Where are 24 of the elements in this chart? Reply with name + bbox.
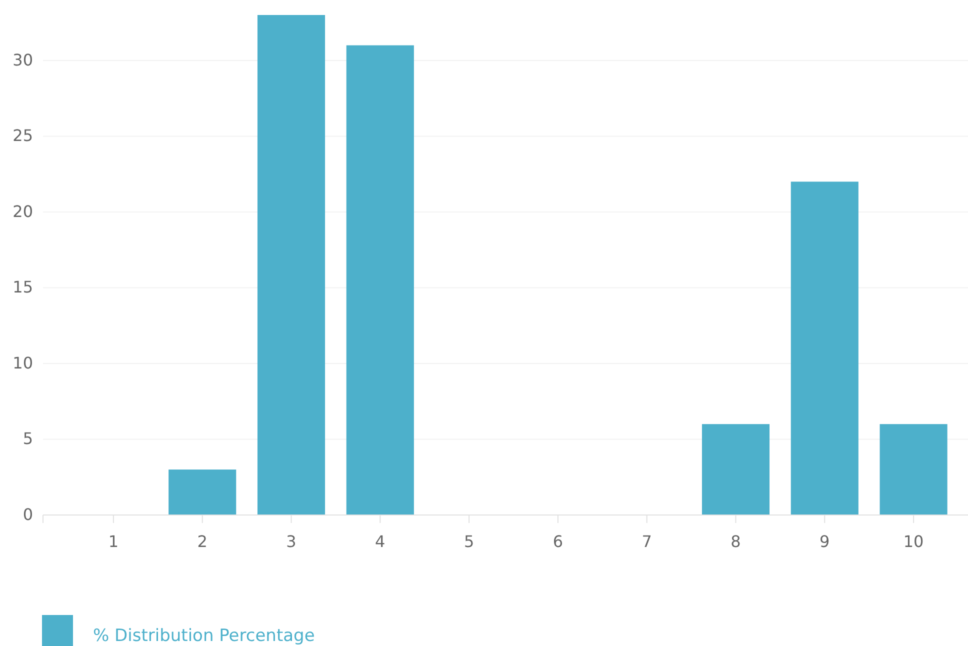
bar — [702, 424, 770, 515]
bar — [168, 470, 236, 515]
y-tick-label: 20 — [12, 202, 33, 221]
x-tick-label: 3 — [286, 532, 296, 551]
y-tick-label: 10 — [12, 353, 33, 372]
bar — [790, 182, 858, 515]
x-tick-label: 6 — [552, 532, 564, 551]
bar — [257, 15, 326, 515]
legend-label: % Distribution Percentage — [93, 626, 315, 646]
x-tick-label: 4 — [375, 532, 386, 551]
bar — [346, 45, 414, 515]
x-tick-label: 5 — [464, 532, 474, 551]
y-tick-label: 15 — [12, 278, 33, 297]
y-tick-label: 30 — [12, 50, 33, 70]
y-tick-label: 25 — [12, 126, 33, 146]
y-tick-label: 5 — [22, 429, 33, 448]
x-tick-label: 9 — [820, 532, 830, 551]
x-tick-label: 1 — [108, 532, 119, 551]
bar — [880, 424, 948, 515]
x-tick-label: 7 — [642, 532, 652, 551]
x-tick-label: 10 — [903, 532, 924, 551]
y-tick-label: 0 — [22, 505, 33, 524]
x-tick-label: 2 — [197, 532, 208, 551]
x-tick-label: 8 — [730, 532, 741, 551]
